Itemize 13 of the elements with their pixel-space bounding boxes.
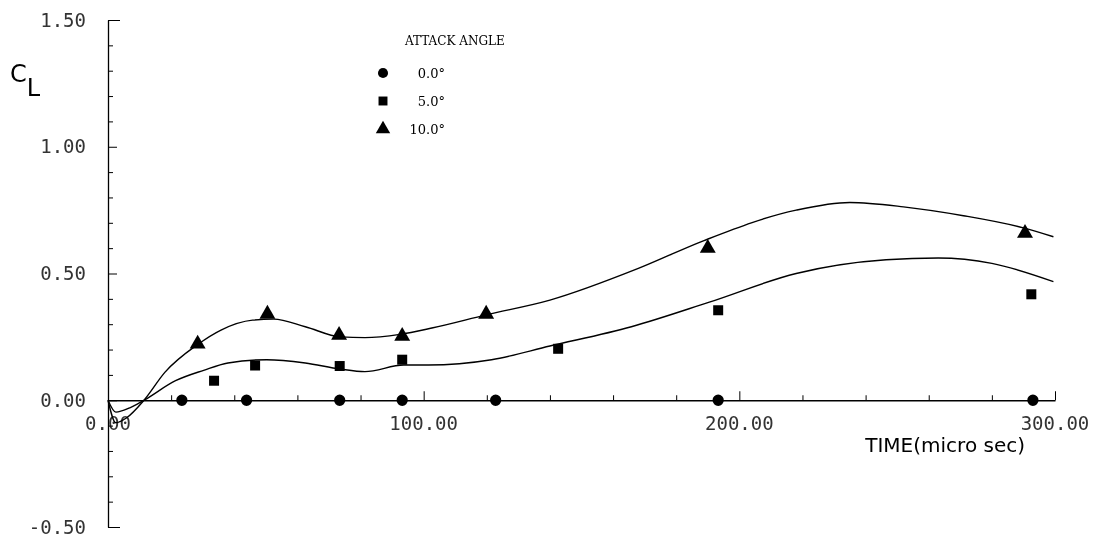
- x-tick-label: 100.00: [389, 412, 458, 435]
- y-tick-label: -0.50: [28, 515, 86, 538]
- x-axis-title: TIME(micro sec): [864, 433, 1025, 458]
- y-tick-label: 0.50: [40, 262, 86, 285]
- legend-label: 0.0°: [417, 65, 445, 81]
- y-tick-label: 1.50: [40, 8, 86, 31]
- y-tick-label: 1.00: [40, 135, 86, 158]
- y-tick-label: 0.00: [40, 388, 86, 411]
- legend-label: 5.0°: [417, 93, 445, 109]
- legend-label: 10.0°: [409, 121, 445, 137]
- x-tick-label: 300.00: [1020, 412, 1090, 435]
- x-tick-label: 200.00: [705, 412, 774, 435]
- legend-title: ATTACK ANGLE: [404, 34, 505, 48]
